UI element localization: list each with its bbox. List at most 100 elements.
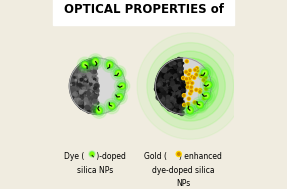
Circle shape	[93, 80, 95, 82]
Circle shape	[81, 61, 89, 68]
Circle shape	[175, 74, 180, 79]
Circle shape	[88, 87, 92, 91]
Circle shape	[76, 98, 77, 99]
Circle shape	[79, 77, 82, 81]
Circle shape	[86, 91, 89, 94]
Circle shape	[95, 90, 99, 93]
Circle shape	[91, 89, 94, 93]
Circle shape	[178, 73, 182, 77]
Circle shape	[82, 108, 85, 111]
Circle shape	[181, 84, 183, 86]
Circle shape	[177, 83, 179, 85]
Circle shape	[84, 85, 89, 90]
Circle shape	[88, 104, 90, 106]
Text: NPs: NPs	[176, 179, 190, 188]
Circle shape	[95, 85, 98, 88]
Circle shape	[167, 106, 169, 107]
Circle shape	[96, 85, 98, 87]
Circle shape	[207, 83, 210, 86]
Circle shape	[72, 74, 73, 76]
Circle shape	[177, 68, 181, 72]
Circle shape	[176, 94, 179, 97]
Circle shape	[80, 105, 84, 109]
Circle shape	[91, 83, 94, 86]
Circle shape	[158, 96, 162, 101]
Circle shape	[171, 67, 176, 72]
Circle shape	[85, 86, 88, 89]
Circle shape	[175, 59, 179, 62]
Circle shape	[95, 85, 98, 88]
Circle shape	[83, 82, 86, 85]
Circle shape	[180, 83, 185, 88]
Circle shape	[176, 151, 181, 156]
Circle shape	[177, 153, 180, 155]
Circle shape	[181, 88, 183, 90]
Circle shape	[80, 85, 84, 89]
Circle shape	[185, 60, 188, 63]
Circle shape	[179, 64, 182, 68]
Circle shape	[164, 93, 169, 98]
Circle shape	[166, 74, 168, 76]
Circle shape	[201, 90, 212, 102]
Circle shape	[162, 58, 218, 114]
Circle shape	[88, 104, 91, 107]
Circle shape	[172, 87, 177, 91]
Circle shape	[94, 84, 98, 88]
Circle shape	[86, 97, 89, 99]
Circle shape	[164, 85, 169, 90]
Circle shape	[70, 84, 72, 86]
Circle shape	[85, 92, 88, 94]
Circle shape	[94, 83, 97, 86]
Circle shape	[118, 95, 121, 98]
Circle shape	[166, 80, 169, 83]
Circle shape	[90, 56, 101, 67]
Circle shape	[84, 62, 85, 63]
Circle shape	[77, 98, 79, 100]
Circle shape	[193, 77, 195, 79]
Circle shape	[178, 82, 180, 84]
Circle shape	[172, 85, 174, 86]
Circle shape	[94, 109, 97, 112]
Circle shape	[80, 88, 81, 89]
Circle shape	[166, 91, 171, 95]
Circle shape	[196, 101, 204, 109]
Circle shape	[90, 82, 92, 85]
Circle shape	[173, 91, 178, 96]
Circle shape	[173, 79, 177, 83]
Circle shape	[181, 80, 184, 84]
Circle shape	[168, 76, 171, 79]
Circle shape	[199, 91, 201, 93]
Circle shape	[98, 109, 101, 112]
Circle shape	[96, 73, 98, 75]
Circle shape	[94, 87, 98, 90]
Circle shape	[173, 71, 178, 77]
Circle shape	[198, 88, 215, 104]
Circle shape	[179, 103, 184, 107]
Circle shape	[186, 60, 188, 62]
Circle shape	[94, 80, 97, 83]
Circle shape	[182, 87, 185, 90]
Circle shape	[117, 81, 128, 92]
Circle shape	[170, 92, 173, 96]
Circle shape	[81, 102, 84, 105]
Circle shape	[116, 93, 123, 101]
Circle shape	[175, 72, 177, 74]
Circle shape	[173, 73, 177, 77]
Circle shape	[102, 57, 117, 72]
Circle shape	[174, 90, 177, 92]
Circle shape	[92, 97, 96, 101]
Circle shape	[174, 67, 177, 70]
Circle shape	[173, 62, 176, 64]
Text: Gold (     ) enhanced: Gold ( ) enhanced	[144, 152, 222, 161]
Circle shape	[168, 82, 169, 84]
Circle shape	[157, 89, 161, 93]
Circle shape	[181, 84, 185, 89]
Circle shape	[188, 80, 191, 83]
Circle shape	[174, 94, 179, 99]
Circle shape	[199, 67, 211, 79]
Circle shape	[183, 103, 186, 107]
Circle shape	[169, 70, 174, 74]
Circle shape	[181, 84, 185, 88]
Circle shape	[88, 68, 91, 71]
Circle shape	[91, 82, 92, 83]
